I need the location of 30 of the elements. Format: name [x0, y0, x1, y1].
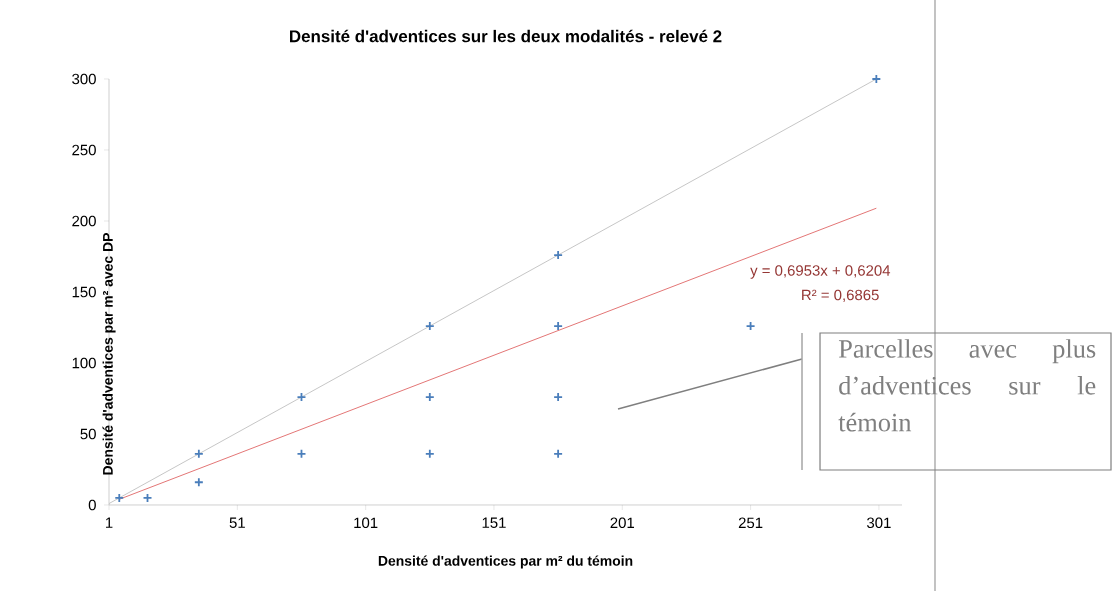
point	[193, 477, 204, 488]
x-tick-label: 51	[229, 517, 245, 528]
y-tick-label: 100	[72, 357, 96, 369]
point	[871, 74, 882, 84]
point	[193, 448, 204, 459]
y-tick-label: 300	[72, 73, 96, 85]
point	[424, 448, 435, 459]
point	[424, 321, 435, 331]
x-axis-title: Densité d'adventices par m² du témoin	[378, 555, 633, 569]
x-tick-label: 1	[105, 517, 113, 528]
y-tick-label: 0	[88, 499, 96, 511]
x-tick-label: 151	[482, 517, 506, 528]
y-tick-label: 250	[72, 144, 96, 156]
y-tick-label: 50	[80, 428, 96, 440]
point	[553, 250, 564, 260]
x-tick-label: 301	[867, 517, 891, 529]
x-tick-label: 201	[610, 517, 635, 529]
annotation: Parcelles avec plus d’adventices sur le témoin	[838, 339, 1096, 432]
annotation: R² = 0,6865	[802, 289, 879, 302]
point	[553, 448, 564, 459]
x-tick-label: 101	[354, 517, 378, 529]
x-tick-label: 251	[738, 517, 763, 529]
point	[553, 392, 564, 402]
chart-title: Densité d'adventices sur les deux modalités - relevé 2	[290, 29, 722, 43]
y-tick-label: 200	[72, 215, 96, 227]
y-tick-label: 150	[72, 286, 96, 298]
annotation: y = 0,6953x + 0,6204	[750, 265, 891, 279]
y-axis-title: Densité d'adventices par m² avec DP	[102, 233, 116, 475]
point	[424, 392, 435, 402]
point	[553, 321, 564, 331]
